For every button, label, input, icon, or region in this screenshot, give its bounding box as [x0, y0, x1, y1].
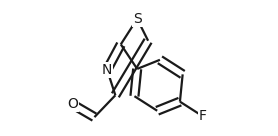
Text: N: N [102, 63, 112, 77]
Text: F: F [199, 109, 207, 123]
Text: S: S [133, 12, 142, 26]
Text: O: O [67, 97, 78, 111]
